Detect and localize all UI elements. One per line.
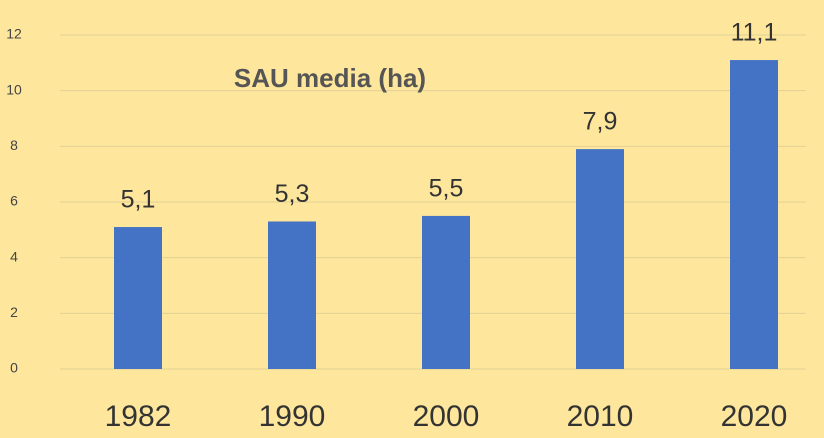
- bar: [422, 215, 470, 369]
- value-label: 11,1: [731, 19, 778, 47]
- bar: [114, 227, 162, 369]
- value-label: 5,5: [429, 175, 464, 203]
- y-tick-label: 8: [10, 137, 18, 153]
- y-tick-label: 2: [10, 304, 18, 320]
- x-tick-label: 2010: [567, 400, 634, 433]
- bar: [268, 221, 316, 369]
- y-tick-label: 12: [6, 26, 22, 42]
- x-tick-label: 2000: [413, 400, 480, 433]
- x-tick-label: 2020: [721, 400, 788, 433]
- value-label: 5,1: [121, 186, 156, 214]
- bar: [730, 60, 778, 370]
- x-tick-label: 1982: [105, 400, 172, 433]
- y-tick-label: 0: [10, 360, 18, 376]
- value-label: 7,9: [583, 108, 618, 136]
- value-label: 5,3: [275, 180, 310, 208]
- bar: [576, 149, 624, 369]
- y-tick-label: 10: [6, 81, 22, 97]
- y-tick-label: 6: [10, 193, 18, 209]
- y-tick-label: 4: [10, 248, 18, 264]
- chart-title: SAU media (ha): [234, 63, 426, 93]
- x-tick-label: 1990: [259, 400, 326, 433]
